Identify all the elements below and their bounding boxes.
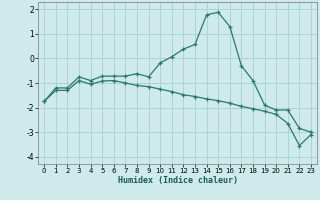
X-axis label: Humidex (Indice chaleur): Humidex (Indice chaleur) (118, 176, 238, 185)
